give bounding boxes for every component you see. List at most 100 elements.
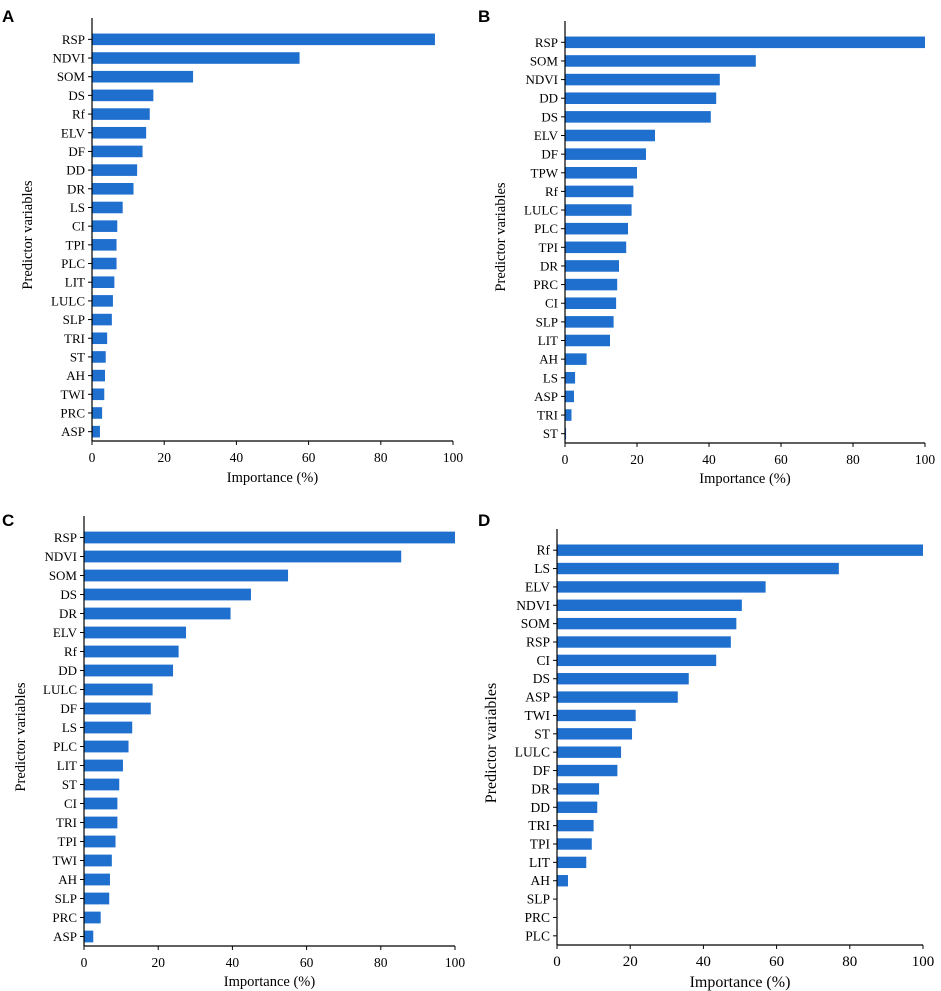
bar	[565, 148, 646, 160]
category-label: ELV	[61, 125, 86, 140]
category-label: PRC	[52, 910, 77, 925]
category-label: DR	[67, 181, 85, 196]
x-tick-label: 40	[696, 954, 711, 970]
category-label: DF	[533, 763, 551, 778]
bar	[557, 709, 636, 722]
bar	[84, 873, 110, 886]
x-axis-label: Importance (%)	[227, 470, 319, 486]
category-label: PLC	[525, 928, 550, 943]
category-label: ASP	[534, 389, 558, 404]
category-label: AH	[531, 873, 551, 888]
bar	[84, 721, 133, 734]
bar	[92, 164, 138, 176]
bar	[565, 129, 655, 142]
category-label: ST	[543, 426, 558, 441]
bar	[92, 425, 100, 438]
category-label: PRC	[533, 277, 558, 292]
category-label: LS	[70, 200, 85, 215]
bar	[92, 295, 113, 307]
category-label: DD	[58, 663, 77, 678]
category-label: ELV	[525, 579, 550, 594]
x-tick-label: 40	[230, 450, 244, 465]
bar	[557, 544, 923, 556]
bar	[92, 407, 103, 419]
category-label: DF	[68, 144, 85, 159]
bar	[84, 835, 116, 848]
bar	[92, 276, 115, 288]
x-tick-label: 60	[774, 452, 788, 467]
bar	[565, 241, 627, 254]
bar	[557, 728, 633, 740]
panel-a: A RSP NDVI SOM DS Rf ELV DF DD DR LS CI TPI PLC LIT LU…	[2, 7, 463, 486]
category-label: DD	[539, 91, 558, 106]
category-label: TPI	[539, 240, 559, 255]
x-tick-label: 20	[151, 955, 165, 970]
bar	[557, 746, 622, 758]
bar	[84, 569, 289, 582]
bar	[92, 313, 112, 326]
bar	[84, 797, 118, 810]
category-label: AH	[58, 872, 77, 887]
category-label: LS	[543, 370, 558, 385]
x-tick-label: 0	[81, 955, 88, 970]
category-label: TRI	[56, 815, 77, 830]
bar	[84, 778, 120, 791]
category-label: SLP	[536, 314, 558, 329]
category-label: DD	[531, 800, 551, 815]
category-label: TRI	[528, 818, 550, 833]
bar	[557, 875, 568, 887]
category-label: ASP	[525, 690, 550, 705]
category-label: NDVI	[45, 549, 78, 564]
category-label: LIT	[57, 758, 77, 773]
y-axis-label: Predictor variables	[483, 683, 500, 803]
category-label: DS	[68, 88, 85, 103]
category-label: Rf	[64, 644, 78, 659]
y-axis-label: Predictor variables	[13, 682, 29, 791]
category-label: LULC	[524, 203, 558, 218]
bar	[84, 892, 110, 905]
bar	[565, 36, 925, 49]
category-label: SOM	[521, 616, 550, 631]
x-tick-label: 0	[89, 450, 96, 465]
bar	[557, 819, 594, 832]
x-tick-label: 80	[374, 955, 388, 970]
bar	[92, 33, 435, 46]
bar	[92, 388, 105, 401]
bar	[92, 108, 150, 120]
x-tick-label: 0	[562, 452, 569, 467]
bar	[565, 92, 717, 104]
panel-b: B RSP SOM NDVI DD DS ELV DF TPW Rf LULC PLC TPI DR PR…	[478, 7, 935, 487]
x-tick-label: 100	[443, 450, 464, 465]
x-tick-label: 100	[915, 452, 936, 467]
bar	[92, 332, 108, 345]
panel-d: D Rf LS ELV NDVI SOM RSP CI DS ASP TWI ST LULC DF DR D…	[478, 511, 934, 991]
category-label: DF	[541, 147, 558, 162]
category-label: SLP	[63, 312, 85, 327]
x-tick-label: 80	[842, 954, 857, 970]
bar	[565, 278, 618, 291]
bar	[565, 111, 711, 123]
category-label: AH	[539, 352, 558, 367]
category-label: TWI	[52, 853, 77, 868]
category-label: ELV	[534, 128, 559, 143]
bar	[565, 372, 576, 384]
category-label: SOM	[49, 568, 78, 583]
bar	[557, 801, 598, 813]
x-tick-label: 40	[226, 955, 240, 970]
bar	[92, 369, 105, 382]
category-label: TWI	[525, 708, 551, 723]
bar-chart-d: Rf LS ELV NDVI SOM RSP CI DS ASP TWI ST LULC DF DR DD T…	[483, 529, 934, 991]
category-label: RSP	[526, 635, 550, 650]
category-label: LULC	[51, 293, 85, 308]
category-label: PLC	[61, 256, 85, 271]
category-label: Rf	[72, 107, 86, 122]
category-label: LULC	[43, 682, 77, 697]
category-label: TWI	[60, 387, 85, 402]
bar	[557, 764, 618, 777]
x-axis-label: Importance (%)	[699, 471, 791, 487]
category-label: LIT	[529, 855, 551, 870]
bar	[84, 664, 174, 677]
category-label: TPI	[530, 837, 551, 852]
bar	[557, 783, 600, 795]
bar	[84, 588, 251, 601]
